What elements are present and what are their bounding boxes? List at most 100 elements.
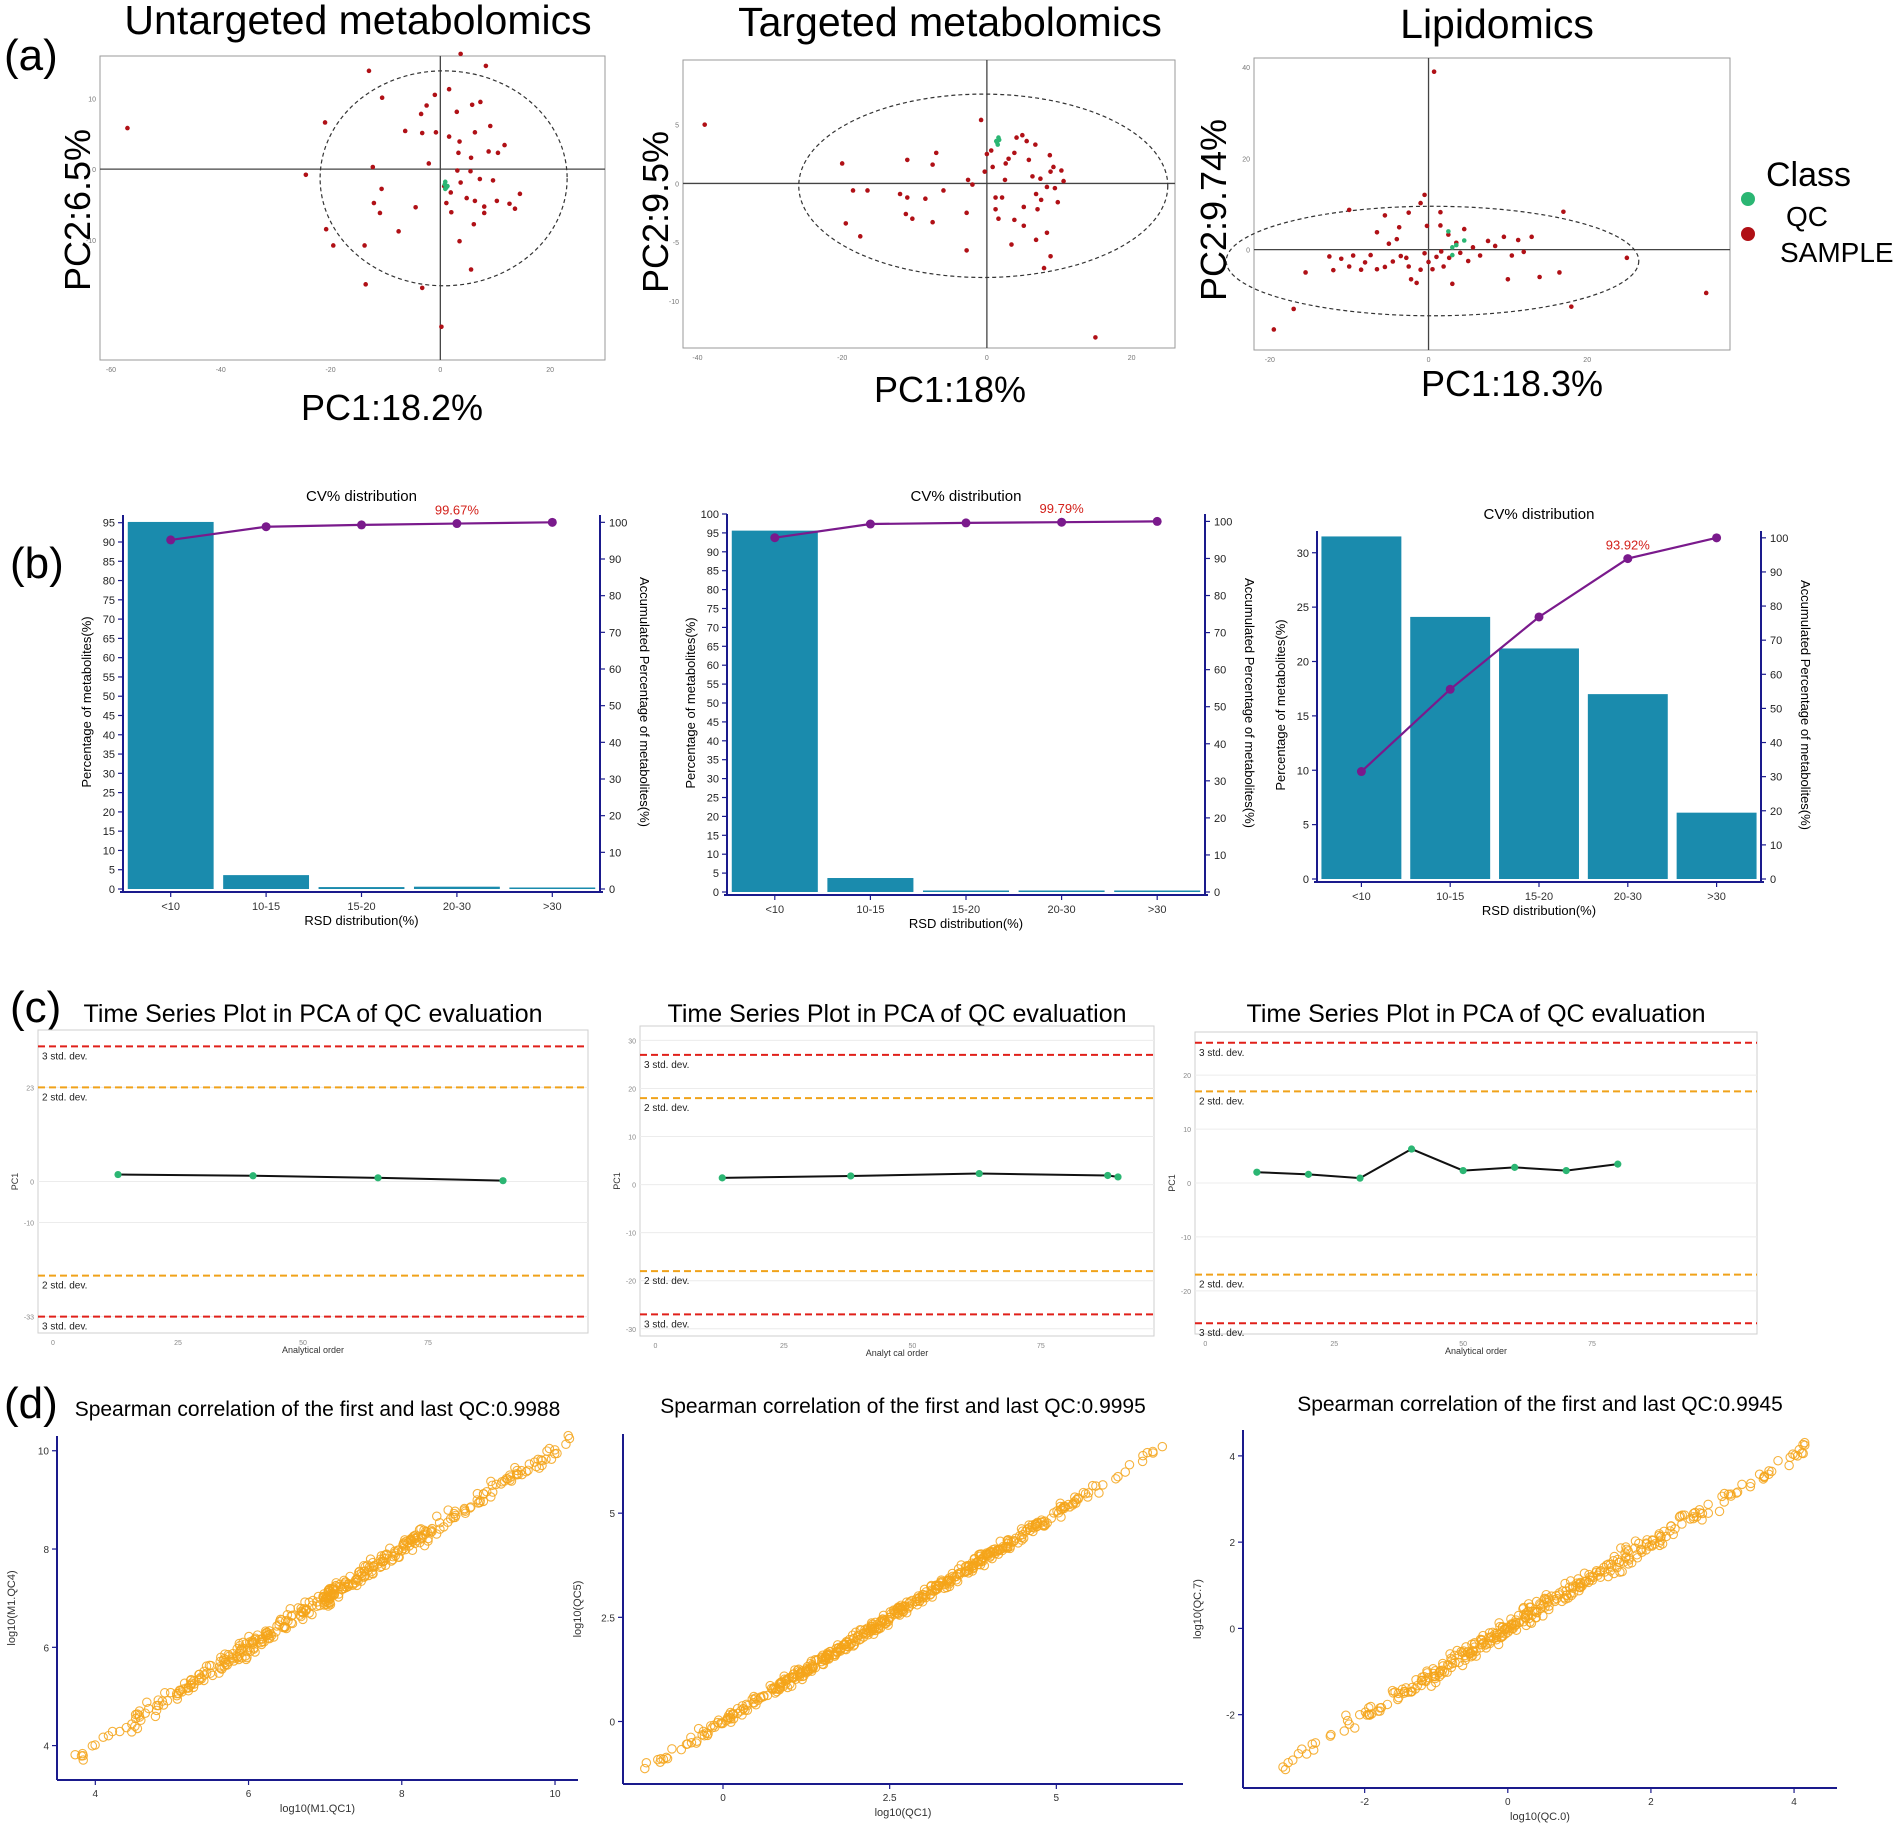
sample-point [1024, 138, 1029, 144]
correlation-point [398, 1543, 409, 1554]
sample-point [1041, 265, 1047, 271]
qc-series-point [1562, 1166, 1570, 1175]
y-tick-label: 0 [609, 1718, 615, 1729]
correlation-point [1612, 1554, 1623, 1565]
correlation-point [432, 1511, 442, 1522]
sample-point [1424, 223, 1430, 229]
correlation-point [1504, 1622, 1514, 1633]
correlation-point [805, 1663, 816, 1674]
y-tick-label: 10 [628, 1135, 636, 1142]
x-axis-label: RSD distribution(%) [304, 913, 418, 928]
correlation-point [1461, 1652, 1471, 1662]
correlation-point [150, 1711, 161, 1722]
pca-title-targeted: Targeted metabolomics [738, 0, 1162, 45]
sample-point [993, 195, 998, 200]
correlation-point [183, 1686, 194, 1696]
correlation-point [889, 1606, 900, 1616]
correlation-point [321, 1599, 331, 1610]
correlation-point [1478, 1630, 1488, 1641]
y2-tick-label: 70 [1214, 628, 1226, 640]
timeseries-lipidomics-chart: Time Series Plot in PCA of QC evaluation… [1167, 1000, 1758, 1356]
correlation-point [1458, 1646, 1469, 1656]
sample-point [457, 238, 462, 244]
correlation-point [1496, 1627, 1507, 1638]
sample-point [1624, 255, 1630, 261]
bar [1587, 694, 1668, 879]
correlation-point [280, 1622, 291, 1632]
correlation-point [917, 1597, 928, 1607]
correlation-point [1307, 1739, 1317, 1749]
y-tick-label: -2 [1226, 1711, 1235, 1722]
correlation-point [1016, 1532, 1027, 1543]
y-tick-label: -5 [673, 240, 679, 247]
y2-tick-label: 90 [609, 554, 621, 566]
panel-label-c: (c) [10, 983, 61, 1032]
correlation-point [529, 1457, 540, 1467]
correlation-point [1039, 1521, 1050, 1531]
x-tick-label: 0 [653, 1343, 657, 1350]
panel-label-b: (b) [10, 539, 64, 588]
correlation-point [817, 1650, 828, 1661]
sample-point [702, 122, 708, 127]
sample-point [1457, 250, 1463, 256]
correlation-point [1688, 1513, 1699, 1524]
y2-tick-label: 10 [1770, 840, 1782, 852]
sample-point [904, 157, 910, 163]
correlation-point [988, 1544, 998, 1555]
y2-tick-label: 60 [1214, 665, 1226, 677]
sample-point [432, 92, 438, 98]
correlation-point [465, 1503, 475, 1513]
y-tick-label: 4 [43, 1742, 49, 1753]
bar [127, 521, 214, 889]
correlation-point [1596, 1566, 1606, 1576]
y-tick-label: 0 [632, 1183, 636, 1190]
correlation-point [1784, 1460, 1794, 1471]
panel-label-d: (d) [4, 1379, 58, 1428]
correlation-point [1541, 1589, 1551, 1600]
correlation-point [546, 1454, 557, 1464]
correlation-point [78, 1755, 88, 1765]
sample-point [1408, 276, 1414, 282]
x-tick-label: 0 [985, 355, 989, 362]
qc-series-point [1614, 1160, 1622, 1168]
correlation-point [961, 1566, 972, 1577]
correlation-point [491, 1479, 501, 1490]
cumulative-label: 99.79% [1040, 501, 1085, 516]
sample-point [456, 150, 461, 156]
sample-point [1009, 242, 1014, 247]
chart-title: Time Series Plot in PCA of QC evaluation [1247, 1000, 1706, 1028]
correlation-point [868, 1629, 879, 1640]
correlation-point [902, 1597, 912, 1607]
y-tick-label: 10 [707, 849, 719, 861]
correlation-point [1120, 1467, 1131, 1477]
x-tick-label: 0 [1427, 357, 1431, 364]
sample-point [1446, 255, 1452, 261]
x-tick-label: <10 [1352, 891, 1371, 903]
y-tick-label: 10 [103, 845, 115, 857]
y-axis-label: log10(M1.QC4) [6, 1570, 18, 1645]
correlation-point [451, 1510, 461, 1521]
sample-point [1346, 264, 1352, 269]
y-tick-label: 80 [707, 585, 719, 597]
correlation-point [417, 1532, 427, 1542]
x-axis-label: Analytical order [1445, 1346, 1507, 1356]
x-tick-label: 25 [780, 1343, 788, 1350]
correlation-point [510, 1462, 520, 1473]
correlation-point [1013, 1538, 1023, 1548]
sample-point [965, 177, 971, 183]
correlation-point [1703, 1508, 1714, 1518]
correlation-point [1283, 1757, 1293, 1768]
sample-point [1052, 185, 1058, 191]
correlation-point [271, 1627, 281, 1637]
y2-tick-label: 30 [1214, 776, 1226, 788]
correlation-point [281, 1623, 292, 1634]
correlation-point [1354, 1709, 1365, 1720]
chart-title: Time Series Plot in PCA of QC evaluation [668, 1000, 1127, 1028]
sample-point [468, 155, 474, 161]
correlation-point [1674, 1512, 1685, 1522]
sample-point [910, 216, 915, 221]
x-tick-label: 50 [1459, 1341, 1467, 1348]
y2-tick-label: 50 [1770, 703, 1782, 715]
qc-point [442, 179, 448, 185]
sample-point [941, 188, 946, 193]
